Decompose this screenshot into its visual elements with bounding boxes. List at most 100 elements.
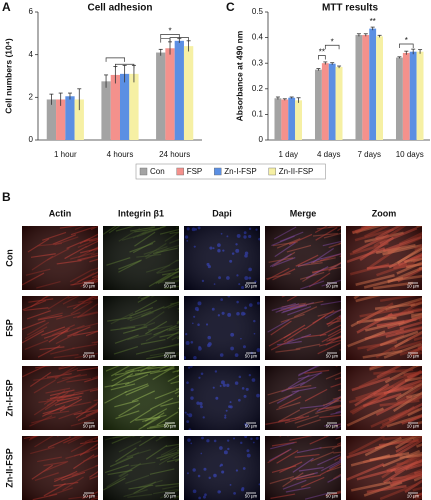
legend-label: Con <box>150 167 165 176</box>
y-tick-label: 0.1 <box>252 110 264 119</box>
micrograph: 50 µm <box>265 366 341 430</box>
vignette <box>103 296 179 360</box>
panel-label: C <box>226 0 235 14</box>
bar <box>395 57 403 140</box>
bar <box>335 67 343 140</box>
y-axis-title: Cell numbers (10⁴) <box>3 38 13 114</box>
bar <box>110 74 120 140</box>
micrograph: 10 µm <box>346 296 422 360</box>
vignette <box>346 296 422 360</box>
micrograph: 50 µm <box>22 366 98 430</box>
fiber <box>420 345 422 349</box>
x-tick-label: 1 hour <box>54 150 77 159</box>
micrograph: 50 µm <box>184 366 260 430</box>
y-tick-label: 0 <box>29 135 34 144</box>
scale-bar-label: 50 µm <box>245 424 258 429</box>
panel-label: B <box>2 190 11 204</box>
scale-bar-label: 10 µm <box>407 424 420 429</box>
micrograph: 50 µm <box>103 226 179 290</box>
vignette <box>346 366 422 430</box>
micrograph: 10 µm <box>346 366 422 430</box>
bar <box>416 51 424 140</box>
bar <box>165 48 175 141</box>
micrograph: 50 µm <box>103 436 179 500</box>
legend-label: FSP <box>187 167 203 176</box>
bar <box>129 73 139 140</box>
fiber <box>150 226 156 228</box>
scale-bar-label: 50 µm <box>245 494 258 499</box>
bar <box>355 35 363 140</box>
legend-box <box>135 163 326 180</box>
bar <box>281 99 289 140</box>
vignette <box>184 366 260 430</box>
y-axis-title: Absorbance at 490 nm <box>234 30 244 121</box>
scale-bar-label: 50 µm <box>245 354 258 359</box>
column-header: Integrin β1 <box>118 208 164 218</box>
legend-label: Zn-II-FSP <box>279 167 314 176</box>
micrograph: 50 µm <box>265 436 341 500</box>
vignette <box>346 436 422 500</box>
bar <box>369 28 377 140</box>
micrograph: 50 µm <box>22 436 98 500</box>
x-tick-label: 10 days <box>396 150 424 159</box>
fiber <box>420 348 422 352</box>
column-header: Merge <box>290 208 317 218</box>
y-tick-label: 0.3 <box>252 58 264 67</box>
x-tick-label: 4 days <box>317 150 341 159</box>
significance-label: * <box>405 36 408 45</box>
y-tick-label: 0.4 <box>252 33 264 42</box>
bar <box>156 52 166 140</box>
scale-bar-label: 50 µm <box>326 494 339 499</box>
column-header: Zoom <box>372 208 397 218</box>
column-header: Dapi <box>212 208 232 218</box>
fiber <box>27 226 30 227</box>
vignette <box>184 296 260 360</box>
legend-label: Zn-I-FSP <box>224 167 256 176</box>
row-label: Zn-I-FSP <box>4 380 14 417</box>
scale-bar-label: 50 µm <box>326 424 339 429</box>
bar <box>183 46 194 141</box>
vignette <box>265 366 341 430</box>
vignette <box>103 226 179 290</box>
scale-bar-label: 50 µm <box>83 284 96 289</box>
row-label: Zn-II-FSP <box>4 448 14 488</box>
vignette <box>184 226 260 290</box>
bar <box>120 73 130 140</box>
vignette <box>346 226 422 290</box>
vignette <box>265 436 341 500</box>
scale-bar-label: 50 µm <box>326 354 339 359</box>
micrograph: 50 µm <box>22 296 98 360</box>
column-header: Actin <box>49 208 72 218</box>
bar <box>174 40 184 140</box>
micrograph: 10 µm <box>346 436 422 500</box>
y-tick-label: 4 <box>29 50 34 59</box>
y-tick-label: 2 <box>29 92 34 101</box>
significance-bracket <box>169 37 189 42</box>
micrograph: 50 µm <box>265 226 341 290</box>
bar <box>314 69 322 140</box>
bar <box>74 99 84 140</box>
scale-bar-label: 50 µm <box>164 354 177 359</box>
legend-swatch <box>176 167 184 176</box>
fiber <box>420 493 422 498</box>
bar <box>274 98 282 140</box>
significance-label: ** <box>319 48 325 57</box>
row-label: Con <box>4 249 14 267</box>
y-tick-label: 6 <box>29 7 34 16</box>
y-tick-label: 0.5 <box>252 7 264 16</box>
bar <box>321 63 329 141</box>
micrograph: 50 µm <box>184 296 260 360</box>
micrograph: 10 µm <box>346 226 422 290</box>
panel-label: A <box>2 0 11 14</box>
significance-bracket <box>160 34 180 39</box>
bar <box>362 35 370 140</box>
significance-bracket <box>318 55 326 60</box>
significance-bracket <box>399 43 414 48</box>
significance-bracket <box>324 44 340 50</box>
micrograph: 50 µm <box>265 296 341 360</box>
x-tick-label: 4 hours <box>107 150 134 159</box>
scale-bar-label: 50 µm <box>164 424 177 429</box>
micrograph: 50 µm <box>22 226 98 290</box>
scale-bar-label: 50 µm <box>83 354 96 359</box>
vignette <box>22 436 98 500</box>
